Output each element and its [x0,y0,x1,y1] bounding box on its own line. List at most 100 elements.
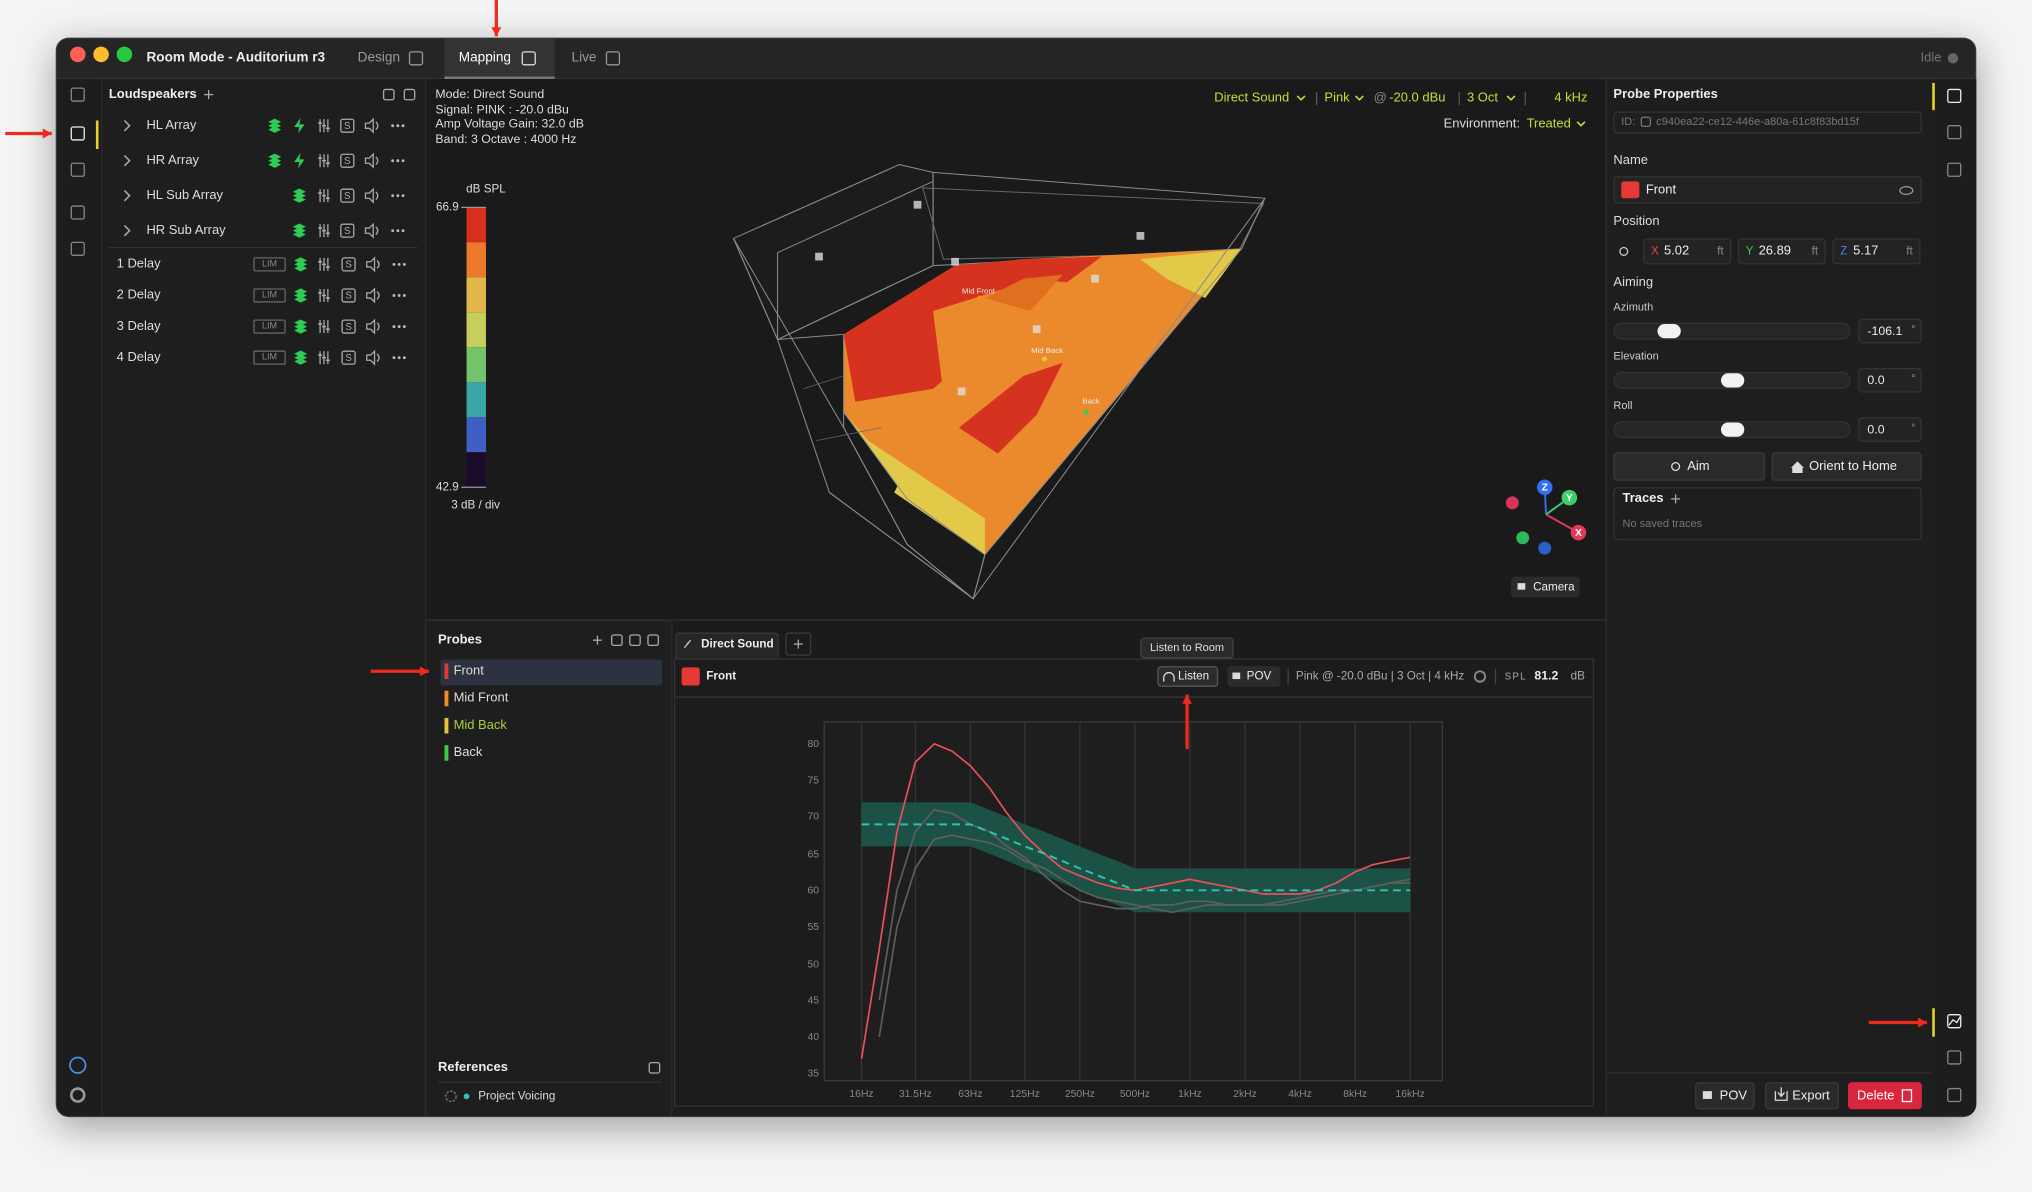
window-button[interactable] [69,46,86,63]
icon-more[interactable] [391,194,395,198]
icon-more[interactable] [396,159,400,163]
icon-more[interactable] [401,229,405,233]
position-field[interactable] [1737,238,1826,265]
pov-button[interactable] [1227,666,1281,687]
axis-handle[interactable] [1570,524,1587,541]
icon-eye[interactable] [1899,185,1914,196]
icon-more[interactable] [402,262,406,266]
icon-more[interactable] [397,262,401,266]
window-button[interactable] [116,46,133,63]
icon-account[interactable] [69,1056,87,1074]
listen-button[interactable] [1157,666,1219,687]
listen-label[interactable]: Listen [1177,669,1210,683]
tab[interactable]: Live [571,49,597,66]
environment-select[interactable]: Treated [1526,117,1571,132]
position-field[interactable] [1643,238,1732,265]
icon-more[interactable] [402,294,406,297]
icon-more[interactable] [392,325,396,328]
speaker-array[interactable]: HR Sub Array [146,223,226,238]
aim-button[interactable] [1613,452,1766,481]
name-value[interactable]: Front [1645,183,1677,198]
icon-more[interactable] [391,159,395,163]
angle-value[interactable]: 0.0 [1867,373,1885,388]
solo-label[interactable]: S [344,189,351,202]
button-label[interactable]: POV [1719,1088,1748,1103]
icon-settings[interactable] [69,1087,86,1103]
lim-label[interactable]: LIM [261,353,278,363]
probe-item[interactable]: Back [453,745,483,761]
slider-knob[interactable] [1720,373,1745,388]
frequency[interactable]: 4 kHz [1554,91,1588,106]
camera-label[interactable]: Camera [1533,579,1575,593]
button-label[interactable]: Export [1792,1088,1830,1103]
icon-more[interactable] [402,356,406,360]
axis-handle[interactable] [1536,479,1553,496]
probe-selected[interactable] [440,659,663,686]
icon-more[interactable] [397,325,401,328]
icon-more[interactable] [402,325,406,328]
signal-select[interactable]: Pink [1324,91,1350,106]
icon-target[interactable] [1619,246,1629,256]
solo-label[interactable]: S [345,351,352,364]
axis-handle[interactable] [1538,541,1552,555]
probe-item[interactable]: Front [453,664,484,679]
icon-more[interactable] [401,194,405,198]
probe-item[interactable]: Mid Front [453,691,509,706]
solo-label[interactable]: S [345,320,352,333]
angle-field[interactable] [1858,368,1922,393]
position-value[interactable]: 26.89 [1758,244,1792,259]
tab[interactable]: Design [357,49,401,66]
reference-item[interactable]: Project Voicing [478,1089,556,1103]
delete-button[interactable] [1847,1082,1922,1110]
lim-label[interactable]: LIM [261,322,278,332]
solo-label[interactable]: S [344,154,351,167]
icon-more[interactable] [392,262,396,266]
speaker-array[interactable]: HR Array [146,153,200,168]
slider-knob[interactable] [1657,323,1681,339]
axis-handle[interactable] [1516,531,1530,545]
angle-value[interactable]: 0.0 [1867,422,1885,437]
button-label[interactable]: Aim [1687,459,1710,474]
tab[interactable]: Mapping [458,49,511,66]
angle-field[interactable] [1858,417,1922,442]
button-label[interactable]: Delete [1857,1088,1895,1103]
icon-more[interactable] [396,229,400,233]
angle-field[interactable] [1858,318,1922,344]
solo-label[interactable]: S [344,119,351,132]
speaker-array[interactable]: HL Sub Array [146,188,224,203]
icon-more[interactable] [392,294,396,297]
icon-more[interactable] [396,124,400,128]
window-button[interactable] [93,46,109,63]
icon-more[interactable] [391,124,395,128]
solo-label[interactable]: S [344,224,351,237]
speaker-array[interactable]: HL Array [146,118,197,133]
icon-more[interactable] [397,294,401,297]
lim-label[interactable]: LIM [261,290,278,301]
add-tab[interactable] [785,632,812,656]
response-tab[interactable] [675,632,779,659]
icon-more[interactable] [397,356,401,360]
delay[interactable]: 1 Delay [116,257,161,272]
delay[interactable]: 4 Delay [116,350,161,365]
slider-knob[interactable] [1720,422,1745,437]
solo-label[interactable]: S [345,289,352,302]
delay[interactable]: 3 Delay [116,319,161,334]
solo-label[interactable]: S [345,258,352,271]
button-label[interactable]: Orient to Home [1809,459,1897,474]
probe-item[interactable]: Mid Back [453,718,507,733]
icon-more[interactable] [392,356,396,360]
band-select[interactable]: 3 Oct [1466,91,1498,106]
icon-more[interactable] [391,229,395,233]
name-field[interactable] [1613,176,1922,204]
export-button[interactable] [1765,1082,1839,1110]
axis-handle[interactable] [1561,489,1578,506]
level[interactable]: -20.0 dBu [1389,91,1446,106]
analysis-select[interactable]: Direct Sound [1214,91,1290,106]
pov-label[interactable]: POV [1246,669,1272,683]
axis-handle[interactable] [1505,496,1519,510]
delay[interactable]: 2 Delay [116,288,161,303]
angle-value[interactable]: -106.1 [1867,323,1903,339]
tab-label[interactable]: Direct Sound [701,636,774,650]
position-value[interactable]: 5.17 [1853,244,1879,259]
position-field[interactable] [1832,238,1921,265]
